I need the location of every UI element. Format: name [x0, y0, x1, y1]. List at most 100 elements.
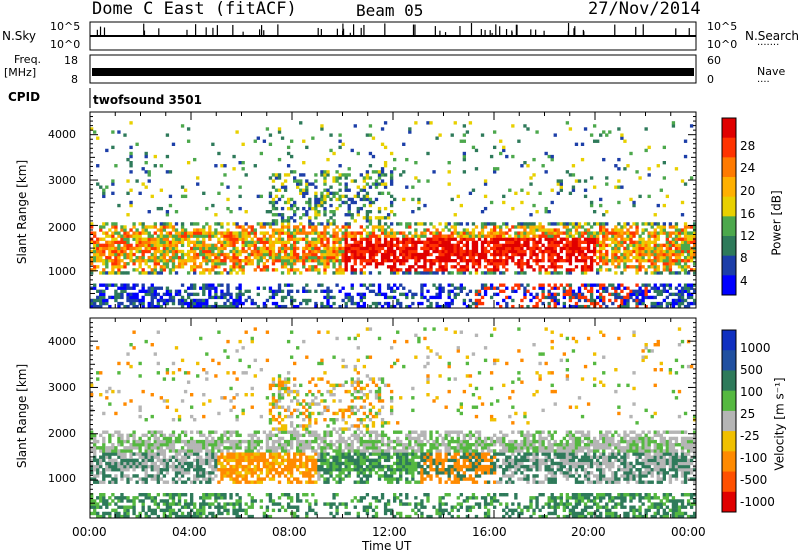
- echo-cell: [344, 240, 348, 244]
- echo-cell: [617, 246, 621, 251]
- echo-cell: [347, 259, 351, 263]
- echo-cell: [623, 265, 627, 269]
- echo-cell: [329, 210, 333, 214]
- echo-cell: [156, 330, 160, 334]
- echo-cell: [99, 271, 103, 275]
- echo-cell: [362, 176, 367, 180]
- echo-cell: [102, 259, 106, 263]
- echo-cell: [114, 461, 118, 466]
- echo-cell: [235, 468, 239, 472]
- echo-cell: [641, 237, 645, 241]
- echo-cell: [362, 216, 367, 220]
- echo-cell: [147, 443, 151, 447]
- echo-cell: [420, 231, 424, 235]
- echo-cell: [147, 170, 151, 174]
- echo-cell: [580, 246, 585, 251]
- echo-cell: [141, 289, 145, 293]
- echo-cell: [692, 298, 697, 303]
- echo-cell: [159, 234, 164, 238]
- echo-cell: [674, 225, 679, 229]
- echo-cell: [105, 185, 109, 189]
- echo-cell: [408, 225, 412, 229]
- echo-cell: [147, 439, 151, 444]
- echo-cell: [126, 511, 130, 516]
- echo-cell: [293, 268, 297, 272]
- echo-cell: [677, 259, 682, 263]
- echo-cell: [323, 252, 327, 257]
- echo-cell: [238, 461, 242, 466]
- nave-label: Nave: [757, 65, 786, 78]
- echo-cell: [177, 464, 182, 469]
- echo-cell: [368, 200, 373, 205]
- echo-cell: [617, 286, 621, 290]
- echo-cell: [159, 298, 164, 303]
- echo-cell: [105, 222, 109, 226]
- echo-cell: [193, 468, 197, 472]
- echo-cell: [362, 292, 367, 297]
- echo-cell: [308, 219, 312, 223]
- echo-cell: [196, 477, 200, 481]
- echo-cell: [168, 436, 173, 441]
- echo-cell: [338, 194, 342, 199]
- echo-cell: [205, 259, 209, 263]
- echo-cell: [574, 265, 579, 269]
- power-cbar-tick: 12: [740, 229, 756, 243]
- echo-cell: [214, 292, 218, 297]
- echo-cell: [202, 259, 206, 263]
- echo-cell: [117, 389, 121, 394]
- echo-cell: [111, 480, 115, 484]
- echo-cell: [196, 182, 200, 186]
- echo-cell: [168, 243, 173, 248]
- echo-cell: [574, 292, 579, 297]
- echo-cell: [508, 295, 512, 300]
- echo-cell: [162, 464, 167, 469]
- echo-cell: [462, 133, 467, 137]
- echo-cell: [99, 496, 103, 500]
- echo-cell: [105, 474, 109, 478]
- echo-cell: [135, 295, 139, 300]
- echo-cell: [235, 474, 239, 478]
- echo-cell: [483, 259, 488, 263]
- echo-cell: [353, 219, 357, 223]
- echo-cell: [123, 455, 127, 459]
- echo-cell: [596, 255, 600, 260]
- echo-cell: [150, 246, 154, 251]
- echo-cell: [602, 252, 606, 257]
- echo-cell: [117, 246, 121, 251]
- echo-cell: [471, 231, 476, 235]
- echo-cell: [605, 304, 609, 309]
- echo-cell: [680, 246, 685, 251]
- echo-cell: [271, 246, 276, 251]
- echo-cell: [147, 452, 151, 456]
- echo-cell: [90, 240, 94, 244]
- echo-cell: [562, 295, 567, 300]
- echo-cell: [162, 502, 167, 506]
- echo-cell: [105, 301, 109, 306]
- echo-cell: [156, 471, 160, 475]
- echo-cell: [447, 237, 451, 241]
- echo-cell: [250, 449, 254, 453]
- echo-cell: [665, 234, 670, 238]
- echo-cell: [132, 231, 136, 235]
- echo-cell: [341, 231, 345, 235]
- echo-cell: [314, 179, 318, 183]
- echo-cell: [93, 449, 97, 453]
- echo-cell: [235, 234, 239, 238]
- echo-cell: [689, 268, 694, 272]
- echo-cell: [135, 243, 139, 248]
- echo-cell: [180, 252, 185, 257]
- echo-cell: [226, 468, 230, 472]
- echo-cell: [471, 262, 476, 266]
- echo-cell: [323, 176, 327, 180]
- echo-cell: [656, 164, 660, 168]
- echo-cell: [141, 455, 145, 459]
- echo-cell: [435, 255, 439, 260]
- echo-cell: [232, 231, 236, 235]
- echo-cell: [386, 255, 391, 260]
- echo-cell: [453, 213, 457, 217]
- echo-cell: [305, 145, 309, 150]
- echo-cell: [162, 449, 167, 453]
- echo-cell: [102, 474, 106, 478]
- echo-cell: [250, 439, 254, 444]
- echo-cell: [499, 262, 503, 266]
